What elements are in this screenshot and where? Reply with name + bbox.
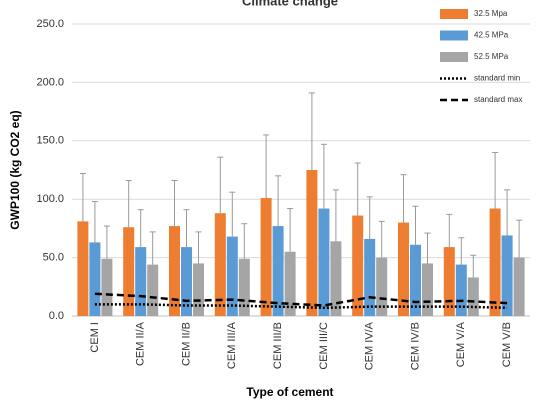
bar (272, 226, 284, 316)
x-tick-label: CEM IV/A (364, 321, 376, 370)
bar (467, 277, 479, 316)
line (94, 292, 508, 307)
bar (422, 263, 433, 316)
bar (455, 264, 467, 316)
bar (501, 235, 513, 316)
bar (306, 170, 318, 316)
x-tick-label: CEM I (89, 322, 101, 353)
bar (284, 251, 296, 316)
x-axis-title: Type of cement (246, 385, 333, 399)
bar (376, 257, 388, 316)
bar (214, 213, 226, 316)
y-tick-label: 0.0 (49, 310, 64, 322)
bar (169, 226, 180, 316)
legend-label: standard min (474, 74, 520, 83)
chart-title: Climate change (242, 0, 338, 8)
line (94, 303, 508, 310)
legend-swatch (440, 52, 468, 62)
y-tick-label: 200.0 (36, 76, 64, 88)
bar (238, 258, 250, 316)
y-axis-title: GWP100 (kg CO2 eq) (8, 110, 22, 229)
x-tick-label: CEM III/B (272, 322, 284, 369)
legend-label: 42.5 MPa (474, 31, 509, 40)
bar (89, 242, 101, 316)
bar (443, 247, 455, 316)
bar (77, 221, 89, 316)
legend-label: 52.5 MPa (474, 52, 509, 61)
y-tick-label: 100.0 (36, 193, 64, 205)
bar (135, 247, 147, 316)
x-tick-label: CEM II/A (135, 321, 147, 366)
y-tick-label: 50.0 (43, 252, 64, 264)
legend-label: 32.5 Mpa (474, 9, 508, 18)
bar (352, 215, 364, 316)
bar (260, 198, 272, 316)
bar (181, 247, 192, 316)
bar (364, 238, 376, 316)
bar (101, 258, 113, 316)
bar (410, 244, 421, 316)
bar (513, 257, 525, 316)
legend-swatch (440, 9, 468, 19)
bar (147, 264, 159, 316)
bar (318, 208, 330, 316)
x-tick-label: CEM III/C (318, 322, 330, 370)
bar (330, 241, 342, 316)
legend-swatch (440, 30, 468, 41)
x-tick-label: CEM V/B (501, 322, 513, 367)
x-tick-label: CEM IV/B (409, 322, 421, 370)
bar (489, 208, 501, 316)
x-tick-label: CEM II/B (180, 322, 192, 366)
bar (123, 227, 135, 316)
y-tick-label: 250.0 (36, 18, 64, 30)
bar (193, 263, 204, 316)
legend-label: standard max (474, 95, 522, 104)
x-tick-label: CEM III/A (226, 321, 238, 369)
y-tick-label: 150.0 (36, 135, 64, 147)
x-tick-label: CEM V/A (455, 321, 467, 367)
bar (398, 222, 409, 316)
bar (226, 236, 238, 316)
